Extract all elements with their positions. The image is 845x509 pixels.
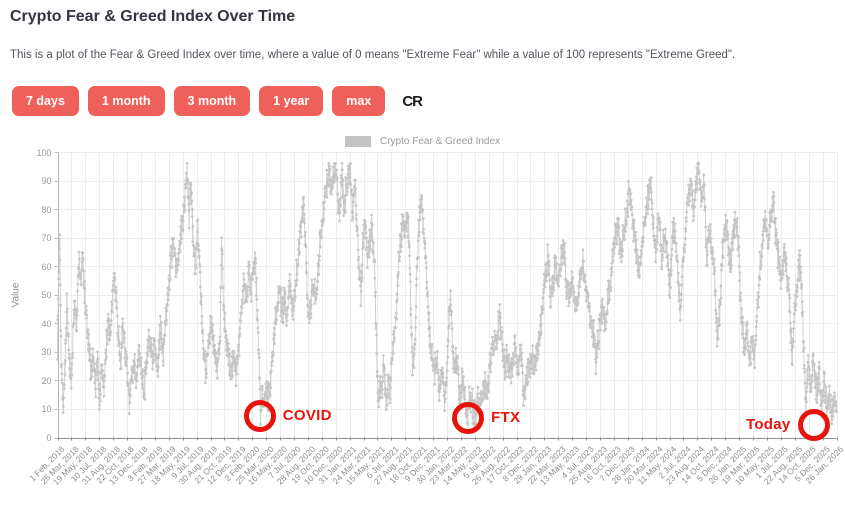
y-tick-label: 0 <box>46 433 52 443</box>
legend-swatch <box>345 136 371 147</box>
y-axis-title: Value <box>10 282 22 308</box>
y-tick-label: 40 <box>41 318 52 329</box>
annotation-circle-today <box>797 408 830 441</box>
logo-mark-text: CR <box>402 92 423 110</box>
range-button-3-month[interactable]: 3 month <box>173 86 251 116</box>
range-button-1-month[interactable]: 1 month <box>87 86 165 116</box>
y-tick-label: 90 <box>41 176 52 187</box>
page-title: Crypto Fear & Greed Index Over Time <box>10 8 296 25</box>
legend-label: Crypto Fear & Greed Index <box>380 136 501 147</box>
range-button-7-days[interactable]: 7 days <box>12 86 79 116</box>
annotation-circle-ftx <box>452 401 485 434</box>
range-controls: 7 days 1 month 3 month 1 year max CR <box>12 86 425 116</box>
legend-item[interactable]: Crypto Fear & Greed Index <box>345 136 500 147</box>
cryptorank-logo: CR <box>402 93 425 110</box>
annotation-label-ftx: FTX <box>491 408 521 426</box>
y-tick-label: 80 <box>41 204 52 215</box>
range-button-max[interactable]: max <box>332 86 386 116</box>
page-subtitle: This is a plot of the Fear & Greed Index… <box>10 49 736 61</box>
y-tick-label: 30 <box>41 347 52 358</box>
y-tick-label: 70 <box>41 233 52 244</box>
y-tick-label: 100 <box>36 147 52 158</box>
y-tick-label: 10 <box>41 404 52 415</box>
y-tick-label: 60 <box>41 261 52 272</box>
range-button-1-year[interactable]: 1 year <box>259 86 324 116</box>
annotation-circle-covid <box>243 400 276 433</box>
annotation-label-covid: COVID <box>282 407 332 425</box>
y-tick-label: 50 <box>41 290 52 301</box>
annotation-label-today: Today <box>745 415 791 433</box>
y-tick-label: 20 <box>41 375 52 386</box>
